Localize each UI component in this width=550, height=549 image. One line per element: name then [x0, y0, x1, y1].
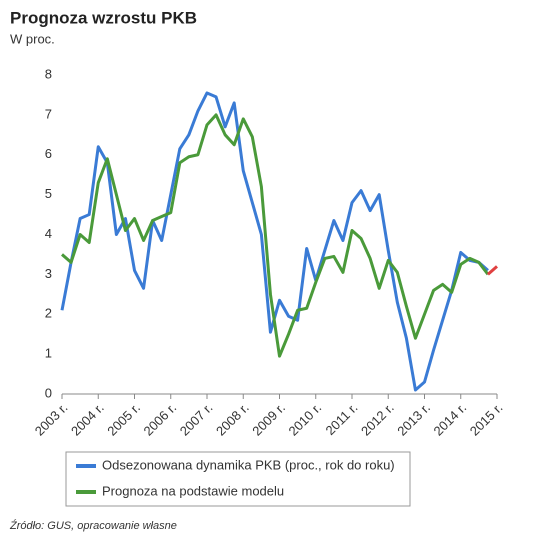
x-tick-label: 2007 r.	[177, 400, 216, 439]
y-tick-label: 8	[45, 66, 52, 81]
x-tick-label: 2010 r.	[286, 400, 325, 439]
source: Źródło: GUS, opracowanie własne	[9, 519, 177, 532]
legend-label: Prognoza na podstawie modelu	[102, 483, 284, 498]
series-line	[61, 113, 490, 358]
series-line	[486, 265, 498, 276]
y-tick-label: 7	[45, 106, 52, 121]
x-tick-label: 2011 r.	[323, 400, 361, 438]
x-tick-label: 2003 r.	[32, 400, 71, 439]
legend-label: Odsezonowana dynamika PKB (proc., rok do…	[102, 457, 395, 472]
y-tick-label: 4	[45, 226, 52, 241]
x-tick-label: 2012 r.	[358, 400, 397, 439]
x-tick-label: 2005 r.	[104, 400, 143, 439]
y-tick-label: 2	[45, 306, 52, 321]
x-tick-label: 2009 r.	[249, 400, 288, 439]
y-tick-label: 1	[45, 346, 52, 361]
y-tick-label: 0	[45, 385, 52, 400]
chart-subtitle: W proc.	[10, 31, 55, 46]
x-tick-label: 2014 r.	[431, 400, 470, 439]
y-tick-label: 3	[45, 266, 52, 281]
y-tick-label: 6	[45, 146, 52, 161]
x-tick-label: 2015 r.	[467, 400, 506, 439]
x-tick-label: 2004 r.	[68, 400, 107, 439]
series-line	[60, 91, 489, 392]
x-tick-label: 2008 r.	[213, 400, 252, 439]
x-tick-label: 2006 r.	[141, 400, 180, 439]
chart-title: Prognoza wzrostu PKB	[10, 8, 197, 27]
y-tick-label: 5	[45, 186, 52, 201]
legend-box	[65, 451, 411, 507]
x-tick-label: 2013 r.	[394, 400, 433, 439]
